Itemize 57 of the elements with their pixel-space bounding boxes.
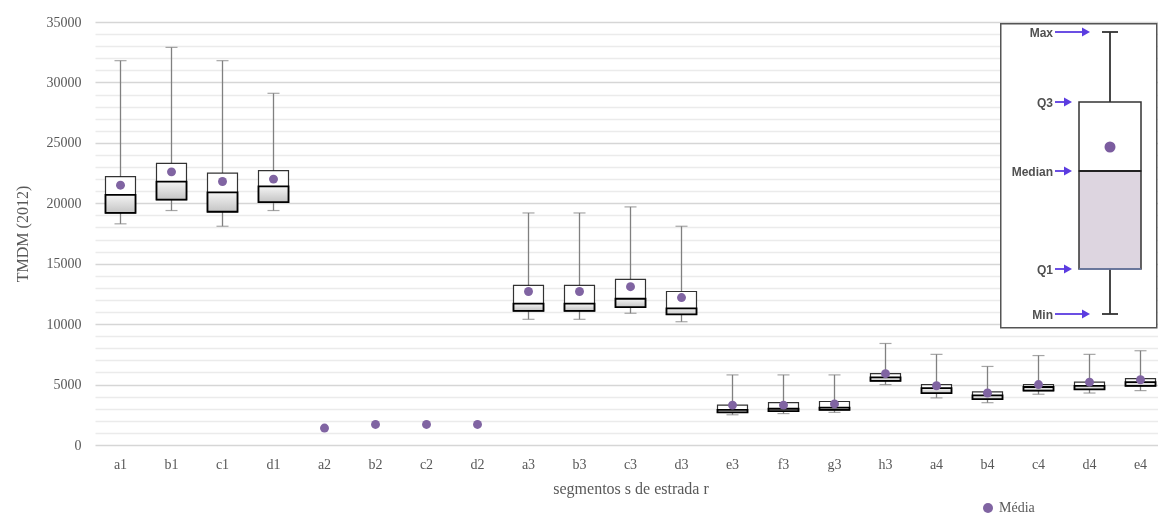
y-tick-label: 15000	[46, 256, 82, 272]
point	[626, 282, 635, 292]
point	[1136, 375, 1145, 385]
annotation: Min	[1032, 307, 1053, 322]
point	[779, 400, 788, 410]
x-axis-title: segmentos s de estrada r	[553, 479, 710, 498]
point	[1085, 377, 1094, 387]
point	[371, 419, 380, 429]
legend-label: Média	[999, 500, 1036, 514]
annotation: Max	[1029, 25, 1054, 40]
x-tick-label: a3	[521, 456, 536, 472]
y-tick-label: 20000	[46, 195, 82, 211]
point	[881, 369, 890, 379]
point	[422, 419, 431, 429]
point	[218, 177, 227, 186]
y-tick-label: 5000	[53, 377, 82, 393]
point	[320, 423, 329, 433]
y-tick-label: 10000	[46, 316, 82, 332]
point	[167, 167, 176, 177]
x-tick-label: h3	[878, 456, 893, 472]
x-tick-label: e4	[1133, 456, 1148, 472]
annotation: Q3	[1036, 95, 1054, 110]
point	[728, 400, 737, 410]
x-tick-label: a4	[929, 456, 944, 472]
x-tick-label: d2	[470, 456, 485, 472]
x-tick-label: c3	[623, 456, 638, 472]
point	[830, 399, 839, 409]
x-tick-label: d3	[674, 456, 689, 472]
x-tick-label: a1	[113, 456, 128, 472]
x-tick-label: c2	[419, 456, 434, 472]
x-tick-label: e3	[725, 456, 740, 472]
x-tick-label: a2	[317, 456, 332, 472]
x-tick-label: d4	[1082, 456, 1097, 472]
x-tick-label: c4	[1031, 456, 1046, 472]
x-tick-label: b4	[980, 456, 995, 472]
point	[1034, 380, 1043, 390]
annotation: Median	[1011, 164, 1053, 179]
point	[473, 419, 482, 429]
point	[116, 180, 125, 190]
y-tick-label: 25000	[46, 135, 82, 151]
y-tick-label: 30000	[46, 74, 82, 90]
x-tick-label: g3	[827, 456, 842, 472]
x-tick-label: b3	[572, 456, 587, 472]
point	[932, 381, 941, 391]
x-tick-label: b1	[164, 456, 179, 472]
point	[524, 287, 533, 296]
x-tick-label: d1	[266, 456, 281, 472]
y-axis-title: TMDM (2012)	[13, 185, 32, 283]
annotation: Q1	[1036, 262, 1054, 277]
point	[983, 388, 992, 398]
x-tick-label: b2	[368, 456, 383, 472]
point	[575, 287, 584, 296]
x-tick-label: c1	[215, 456, 230, 472]
point	[269, 174, 278, 184]
y-tick-label: 0	[74, 437, 82, 453]
x-tick-label: f3	[777, 456, 790, 472]
y-tick-label: 35000	[46, 14, 82, 30]
